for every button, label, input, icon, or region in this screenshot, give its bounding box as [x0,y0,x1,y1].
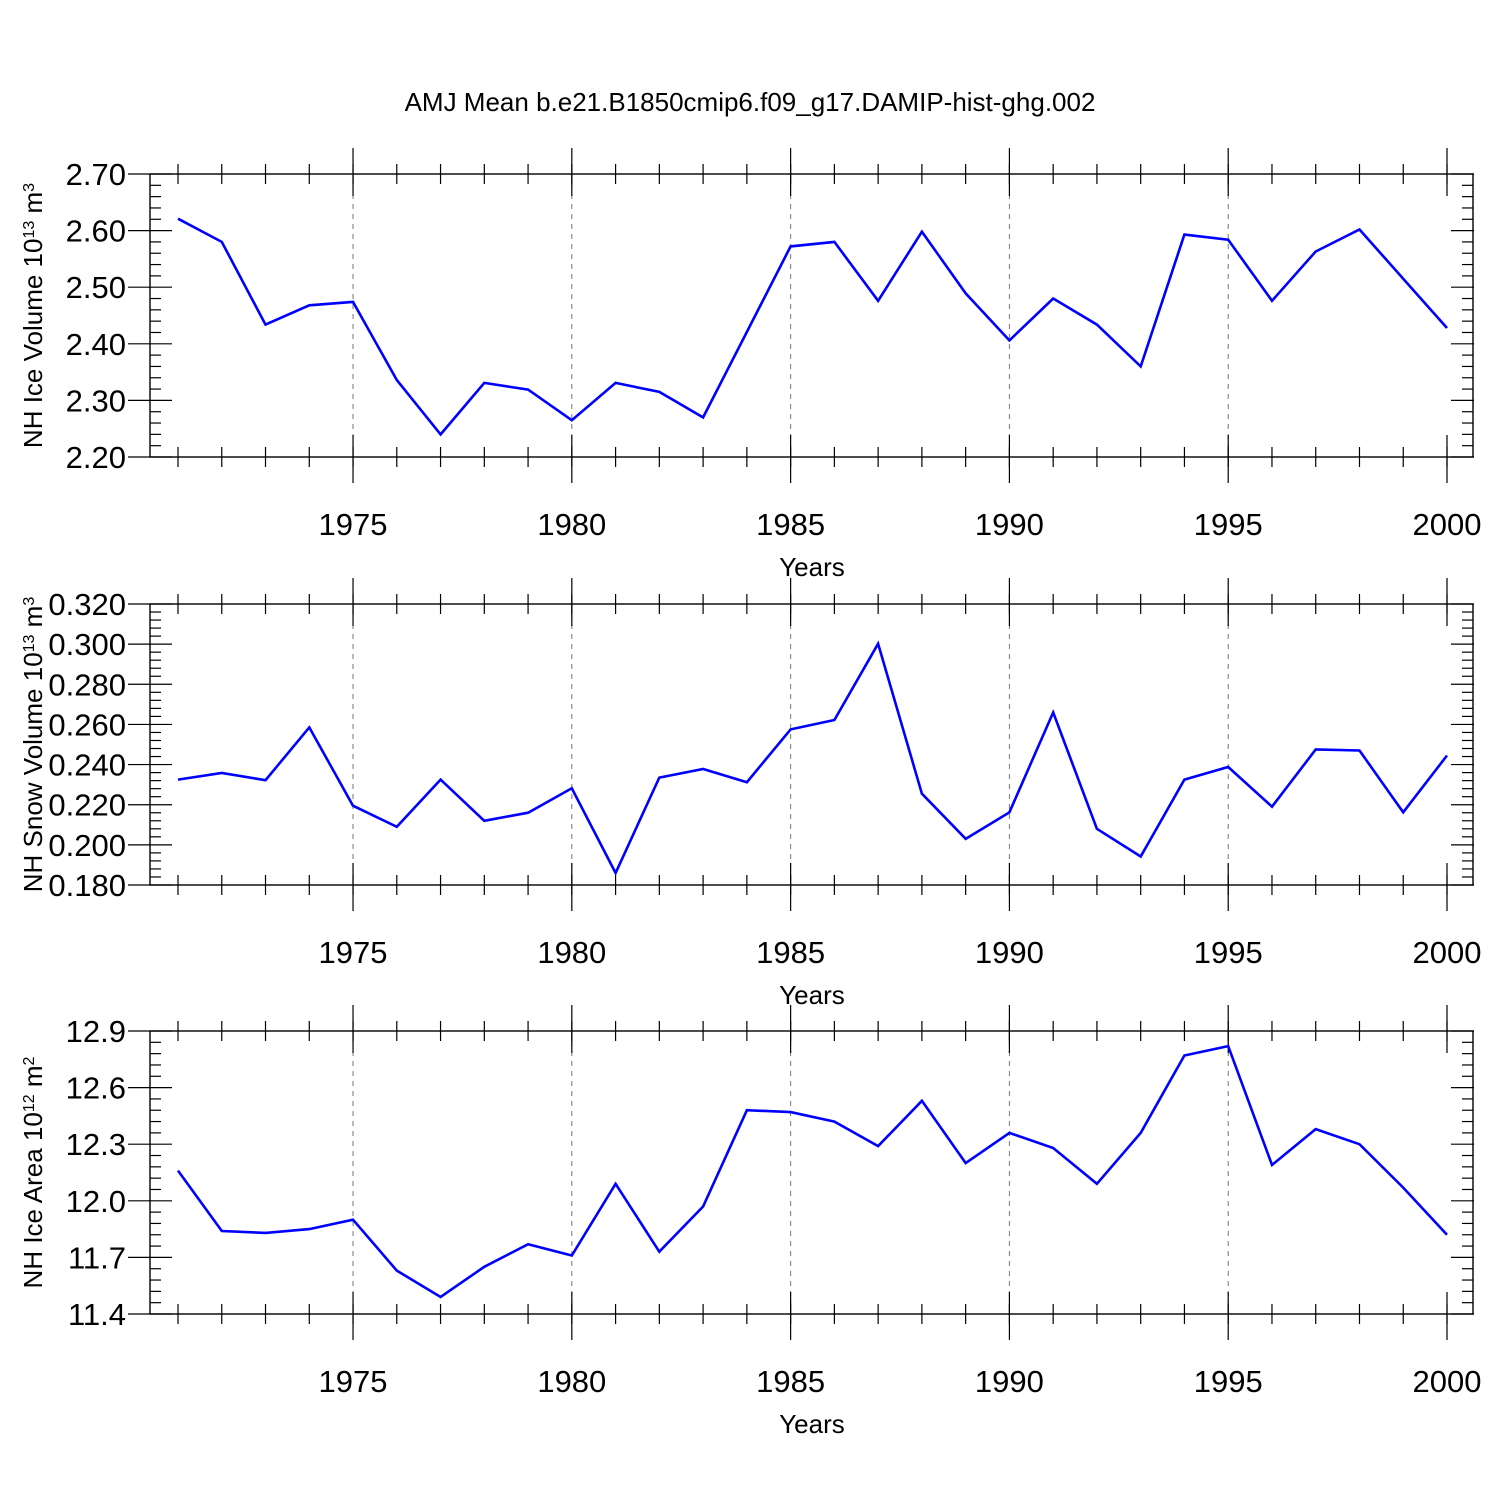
plot-frame [149,173,1474,458]
x-tick-label: 1985 [756,935,825,970]
series-line [177,640,1449,876]
y-tick-label: 11.4 [68,1297,126,1332]
y-tick-label: 0.320 [48,587,126,622]
y-axis-title: NH Snow Volume 1013 m3 [18,597,48,893]
x-tick-label: 1985 [756,507,825,542]
x-tick-label: 2000 [1413,935,1482,970]
y-tick-label: 11.7 [68,1240,126,1275]
y-tick-label: 0.280 [48,667,126,702]
y-tick-label: 2.20 [66,440,126,475]
series-line [176,1044,1448,1299]
panel-3: 11.4 11.7 12.0 12.3 12.6 12.9 1975 1980 1985 1990… [18,1005,1481,1439]
x-tick-label: 1995 [1194,935,1263,970]
y-tick-label: 2.50 [66,270,126,305]
x-tick-label: 1995 [1194,507,1263,542]
x-tick-label: 1990 [975,1364,1044,1399]
x-tick-label: 1980 [537,935,606,970]
x-axis-title: Years [779,552,845,582]
y-tick-label: 0.260 [48,707,126,742]
x-tick-label: 2000 [1413,1364,1482,1399]
figure-title: AMJ Mean b.e21.B1850cmip6.f09_g17.DAMIP-… [405,87,1096,117]
x-tick-label: 1980 [537,507,606,542]
y-axis-title: NH Ice Volume 1013 m3 [18,183,48,448]
y-tick-label: 0.200 [48,828,126,863]
x-axis-title: Years [779,980,845,1010]
x-tick-label: 1975 [319,507,388,542]
plot-frame [149,1030,1474,1315]
y-tick-label: 12.9 [66,1014,126,1049]
y-tick-label: 0.240 [48,748,126,783]
series-line [177,217,1448,437]
x-tick-label: 1990 [975,507,1044,542]
y-tick-label: 2.30 [66,383,126,418]
x-tick-label: 1980 [537,1364,606,1399]
x-tick-label: 1975 [319,1364,388,1399]
x-axis-title: Years [779,1409,845,1439]
x-tick-label: 1990 [975,935,1044,970]
x-tick-label: 1985 [756,1364,825,1399]
y-tick-label: 2.70 [66,157,126,192]
x-tick-label: 2000 [1413,507,1482,542]
y-tick-label: 12.0 [66,1184,126,1219]
y-tick-label: 12.3 [66,1127,126,1162]
y-tick-label: 2.60 [66,214,126,249]
y-tick-label: 0.220 [48,788,126,823]
y-axis-title: NH Ice Area 1012 m2 [18,1056,48,1288]
x-tick-label: 1975 [319,935,388,970]
y-tick-label: 0.180 [48,868,126,903]
panels: 2.20 2.30 2.40 2.50 2.60 2.70 1975 1980 1985 1990… [18,148,1481,1439]
panel-1: 2.20 2.30 2.40 2.50 2.60 2.70 1975 1980 1985 1990… [18,148,1481,582]
y-tick-label: 2.40 [66,327,126,362]
plot-frame [149,603,1474,886]
panel-2: 0.180 0.200 0.220 0.240 0.260 0.280 0.300 0.320… [18,578,1481,1010]
y-tick-label: 12.6 [66,1071,126,1106]
x-tick-label: 1995 [1194,1364,1263,1399]
y-tick-label: 0.300 [48,627,126,662]
